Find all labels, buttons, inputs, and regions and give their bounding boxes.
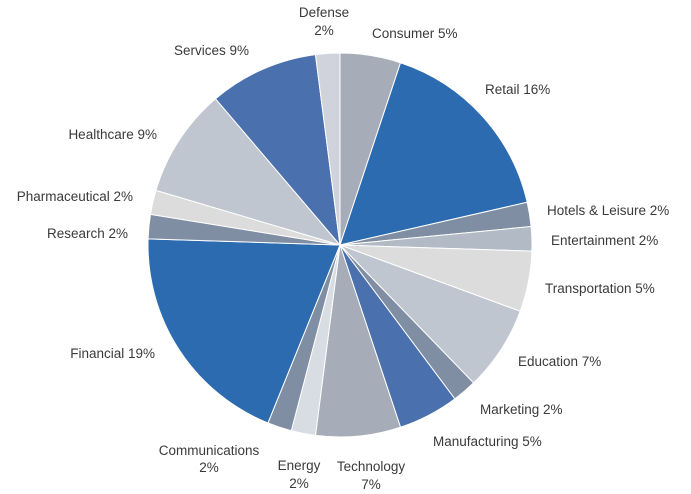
pie-label-marketing: Marketing 2%: [480, 402, 563, 417]
pie-slice-healthcare: [155, 98, 342, 246]
pie-label-manufacturing: Manufacturing 5%: [433, 434, 542, 449]
pie-label-hotels-leisure: Hotels & Leisure 2%: [547, 203, 669, 218]
pie-label-services: Services 9%: [174, 43, 249, 58]
pie-slice-financial: [147, 238, 341, 424]
pie-slice-defense: [314, 52, 341, 246]
pie-label-financial: Financial 19%: [70, 346, 155, 361]
pie-slice-services: [214, 54, 341, 247]
pie-label-energy: Energy 2%: [278, 458, 321, 491]
pie-label-retail: Retail 16%: [485, 82, 550, 97]
pie-labels: Consumer 5% Retail 16% Hotels & Leisure 2%…: [17, 5, 670, 492]
pie-label-technology: Technology 7%: [337, 459, 406, 492]
pie-label-entertainment: Entertainment 2%: [551, 233, 658, 248]
pie-label-pharmaceutical: Pharmaceutical 2%: [17, 189, 133, 204]
pie-slice-retail: [339, 62, 528, 246]
pie-label-healthcare: Healthcare 9%: [68, 127, 157, 142]
pie-label-communications: Communications 2%: [159, 443, 260, 475]
pie-slices: [147, 52, 533, 438]
pie-label-consumer: Consumer 5%: [372, 26, 458, 41]
pie-label-research: Research 2%: [47, 226, 128, 241]
pie-label-defense: Defense 2%: [299, 5, 349, 38]
pie-label-education: Education 7%: [518, 354, 601, 369]
pie-label-transportation: Transportation 5%: [545, 281, 655, 296]
